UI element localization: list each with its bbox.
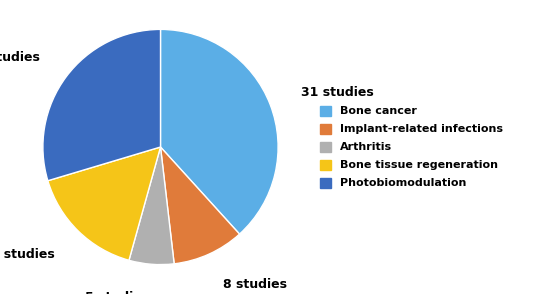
Wedge shape bbox=[160, 147, 240, 264]
Text: 24 studies: 24 studies bbox=[0, 51, 40, 64]
Legend: Bone cancer, Implant-related infections, Arthritis, Bone tissue regeneration, Ph: Bone cancer, Implant-related infections,… bbox=[316, 101, 508, 193]
Wedge shape bbox=[160, 29, 278, 234]
Text: 8 studies: 8 studies bbox=[223, 278, 287, 290]
Wedge shape bbox=[43, 29, 160, 181]
Text: 5 studies: 5 studies bbox=[85, 290, 149, 294]
Text: 31 studies: 31 studies bbox=[301, 86, 373, 99]
Wedge shape bbox=[129, 147, 174, 265]
Text: 13 studies: 13 studies bbox=[0, 248, 55, 261]
Wedge shape bbox=[48, 147, 160, 260]
